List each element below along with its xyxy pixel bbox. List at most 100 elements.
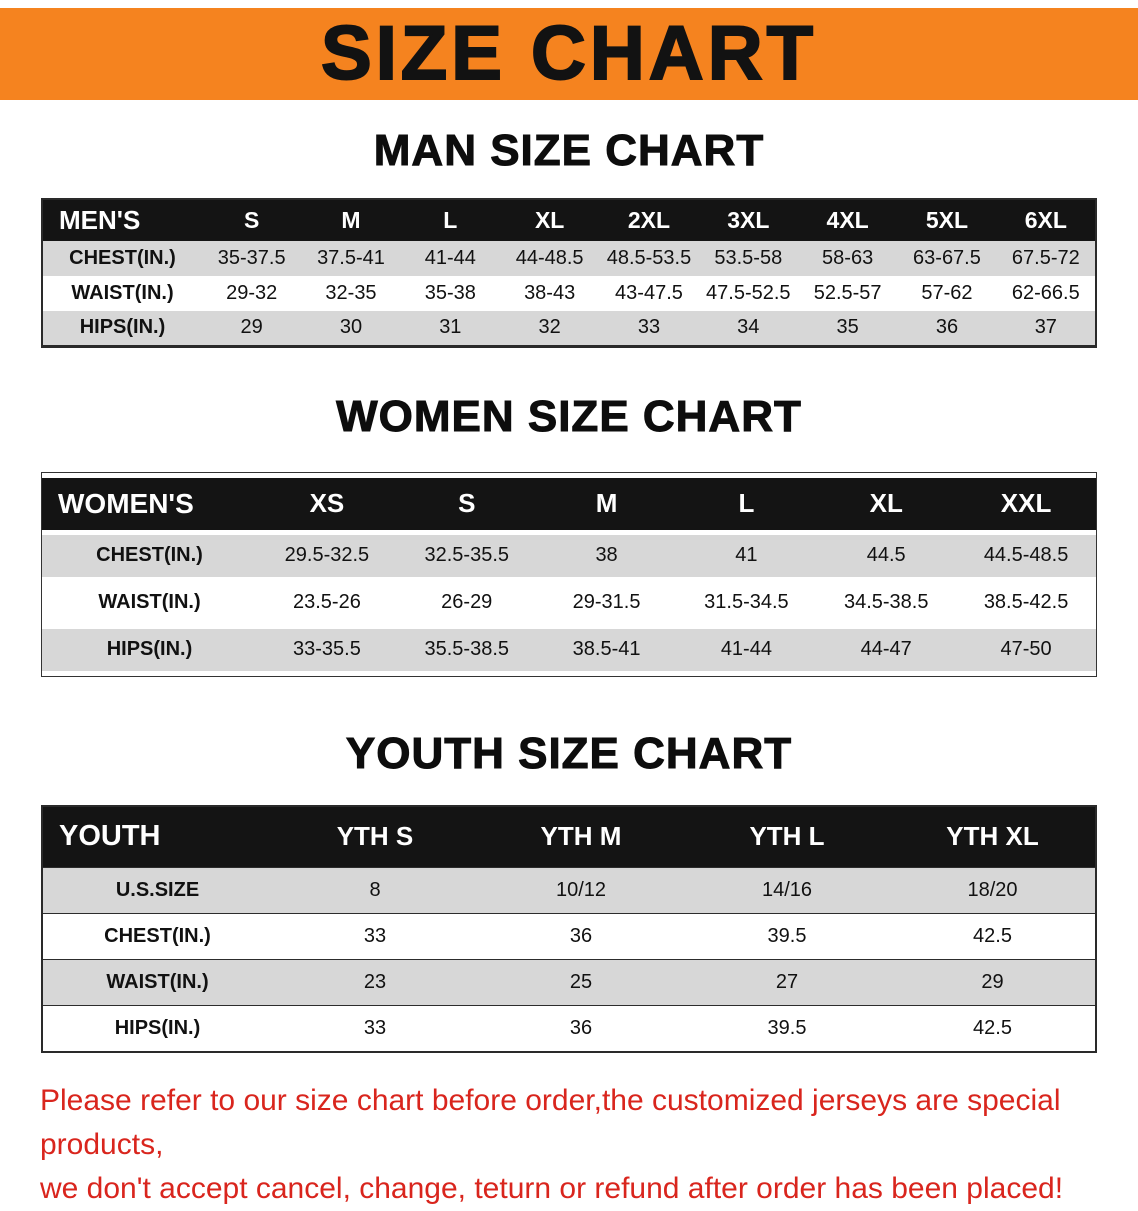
table-row: HIPS(IN.) 33-35.5 35.5-38.5 38.5-41 41-44 44-… xyxy=(42,628,1096,671)
size-header-cell: YTH M xyxy=(478,805,684,868)
row-label: U.S.SIZE xyxy=(42,867,272,914)
value-cell: 42.5 xyxy=(890,913,1096,960)
value-cell: 44-47 xyxy=(816,628,957,671)
table-row: CHEST(IN.) 29.5-32.5 32.5-35.5 38 41 44.5 44.5… xyxy=(42,534,1096,577)
table-row: CHEST(IN.) 35-37.5 37.5-41 41-44 44-48.5 48.5… xyxy=(42,241,1096,276)
table-row: WAIST(IN.) 23 25 27 29 xyxy=(42,959,1096,1006)
size-header-cell: M xyxy=(536,477,677,530)
value-cell: 58-63 xyxy=(797,241,898,276)
row-label: WAIST(IN.) xyxy=(42,581,257,624)
value-cell: 53.5-58 xyxy=(698,241,798,276)
size-header-cell: 4XL xyxy=(797,199,898,241)
value-cell: 14/16 xyxy=(684,867,890,914)
disclaimer-line: Please refer to our size chart before or… xyxy=(40,1083,1061,1161)
table-label-header: WOMEN'S xyxy=(42,477,257,530)
value-cell: 37 xyxy=(996,311,1096,346)
value-cell: 34.5-38.5 xyxy=(816,581,957,624)
table-row: WAIST(IN.) 29-32 32-35 35-38 38-43 43-47.5 47.… xyxy=(42,276,1096,311)
size-header-cell: YTH XL xyxy=(890,805,1096,868)
youth-size-table: YOUTH YTH S YTH M YTH L YTH XL U.S.SIZE 8 10/12… xyxy=(41,804,1097,1053)
value-cell: 44-48.5 xyxy=(499,241,600,276)
women-size-table: WOMEN'S XS S M L XL XXL CHEST(IN.) 29.5-32.5 32.5… xyxy=(41,471,1097,677)
value-cell: 27 xyxy=(684,959,890,1006)
size-header-cell: 3XL xyxy=(698,199,798,241)
table-header-row: WOMEN'S XS S M L XL XXL xyxy=(42,477,1096,530)
row-label: CHEST(IN.) xyxy=(42,534,257,577)
value-cell: 37.5-41 xyxy=(301,241,401,276)
value-cell: 47-50 xyxy=(956,628,1096,671)
value-cell: 39.5 xyxy=(684,913,890,960)
value-cell: 38-43 xyxy=(499,276,600,311)
value-cell: 41-44 xyxy=(400,241,500,276)
table-row: WAIST(IN.) 23.5-26 26-29 29-31.5 31.5-34.5 34… xyxy=(42,581,1096,624)
value-cell: 38.5-41 xyxy=(536,628,677,671)
value-cell: 33 xyxy=(272,913,478,960)
value-cell: 35-38 xyxy=(400,276,500,311)
value-cell: 35.5-38.5 xyxy=(396,628,537,671)
size-header-cell: L xyxy=(400,199,500,241)
value-cell: 39.5 xyxy=(684,1005,890,1052)
value-cell: 31.5-34.5 xyxy=(676,581,817,624)
value-cell: 63-67.5 xyxy=(897,241,997,276)
table-header-row: YOUTH YTH S YTH M YTH L YTH XL xyxy=(42,805,1096,868)
value-cell: 35-37.5 xyxy=(202,241,302,276)
women-section-heading: WOMEN SIZE CHART xyxy=(336,391,802,441)
value-cell: 32.5-35.5 xyxy=(396,534,537,577)
value-cell: 29.5-32.5 xyxy=(257,534,397,577)
men-section-heading: MAN SIZE CHART xyxy=(373,126,765,176)
size-header-cell: S xyxy=(396,477,537,530)
value-cell: 36 xyxy=(897,311,997,346)
size-chart-banner: SIZE CHART xyxy=(0,8,1138,100)
value-cell: 52.5-57 xyxy=(797,276,898,311)
value-cell: 8 xyxy=(272,867,478,914)
value-cell: 29 xyxy=(202,311,302,346)
row-label: HIPS(IN.) xyxy=(42,1005,272,1052)
youth-section-heading: YOUTH SIZE CHART xyxy=(345,728,793,778)
value-cell: 32-35 xyxy=(301,276,401,311)
value-cell: 31 xyxy=(400,311,500,346)
value-cell: 44.5 xyxy=(816,534,957,577)
table-label-header: MEN'S xyxy=(42,199,202,241)
size-header-cell: XXL xyxy=(956,477,1096,530)
row-label: CHEST(IN.) xyxy=(42,913,272,960)
value-cell: 10/12 xyxy=(478,867,684,914)
value-cell: 26-29 xyxy=(396,581,537,624)
row-label: HIPS(IN.) xyxy=(42,628,257,671)
value-cell: 36 xyxy=(478,913,684,960)
size-header-cell: XL xyxy=(499,199,600,241)
value-cell: 62-66.5 xyxy=(996,276,1096,311)
table-header-row: MEN'S S M L XL 2XL 3XL 4XL 5XL 6XL xyxy=(42,199,1096,241)
row-label: HIPS(IN.) xyxy=(42,311,202,346)
value-cell: 43-47.5 xyxy=(599,276,699,311)
value-cell: 41 xyxy=(676,534,817,577)
value-cell: 18/20 xyxy=(890,867,1096,914)
value-cell: 23 xyxy=(272,959,478,1006)
row-label: WAIST(IN.) xyxy=(42,276,202,311)
size-header-cell: 5XL xyxy=(897,199,997,241)
banner-title: SIZE CHART xyxy=(320,11,817,96)
value-cell: 57-62 xyxy=(897,276,997,311)
value-cell: 29-31.5 xyxy=(536,581,677,624)
disclaimer: Please refer to our size chart before or… xyxy=(40,1079,1118,1211)
size-header-cell: L xyxy=(676,477,817,530)
value-cell: 38.5-42.5 xyxy=(956,581,1096,624)
table-row: HIPS(IN.) 29 30 31 32 33 34 35 36 37 xyxy=(42,311,1096,346)
value-cell: 67.5-72 xyxy=(996,241,1096,276)
table-row: CHEST(IN.) 33 36 39.5 42.5 xyxy=(42,913,1096,960)
value-cell: 30 xyxy=(301,311,401,346)
value-cell: 41-44 xyxy=(676,628,817,671)
table-row: U.S.SIZE 8 10/12 14/16 18/20 xyxy=(42,867,1096,914)
size-header-cell: S xyxy=(202,199,302,241)
table-label-header: YOUTH xyxy=(42,805,272,868)
row-label: CHEST(IN.) xyxy=(42,241,202,276)
value-cell: 33-35.5 xyxy=(257,628,397,671)
value-cell: 38 xyxy=(536,534,677,577)
value-cell: 33 xyxy=(272,1005,478,1052)
size-header-cell: 6XL xyxy=(996,199,1096,241)
value-cell: 44.5-48.5 xyxy=(956,534,1096,577)
value-cell: 33 xyxy=(599,311,699,346)
value-cell: 29-32 xyxy=(202,276,302,311)
value-cell: 48.5-53.5 xyxy=(599,241,699,276)
value-cell: 36 xyxy=(478,1005,684,1052)
value-cell: 47.5-52.5 xyxy=(698,276,798,311)
